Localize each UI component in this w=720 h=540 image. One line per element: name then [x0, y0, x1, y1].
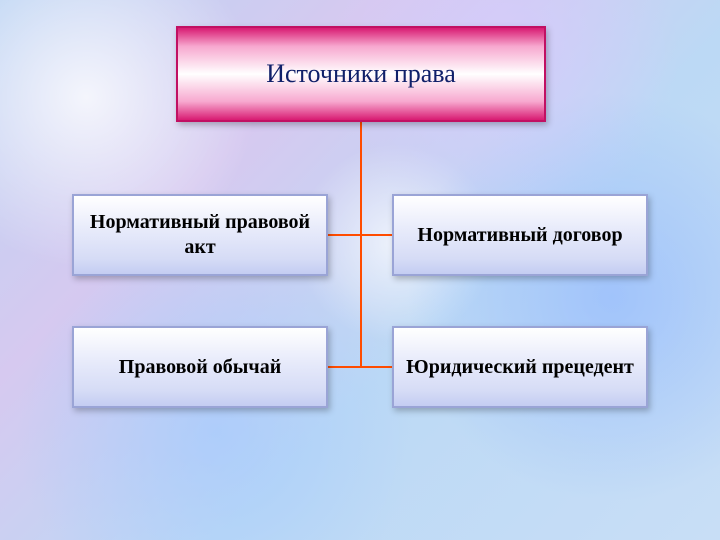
root-node: Источники права: [176, 26, 546, 122]
child-node-po: Правовой обычай: [72, 326, 328, 408]
root-label: Источники права: [266, 59, 456, 89]
diagram-canvas: Источники права Нормативный правовой акт…: [0, 0, 720, 540]
child-node-npa: Нормативный правовой акт: [72, 194, 328, 276]
child-label: Нормативный правовой акт: [84, 210, 316, 260]
child-label: Нормативный договор: [417, 223, 622, 248]
child-node-yp: Юридический прецедент: [392, 326, 648, 408]
child-label: Правовой обычай: [119, 355, 281, 380]
child-label: Юридический прецедент: [406, 355, 634, 380]
child-node-nd: Нормативный договор: [392, 194, 648, 276]
